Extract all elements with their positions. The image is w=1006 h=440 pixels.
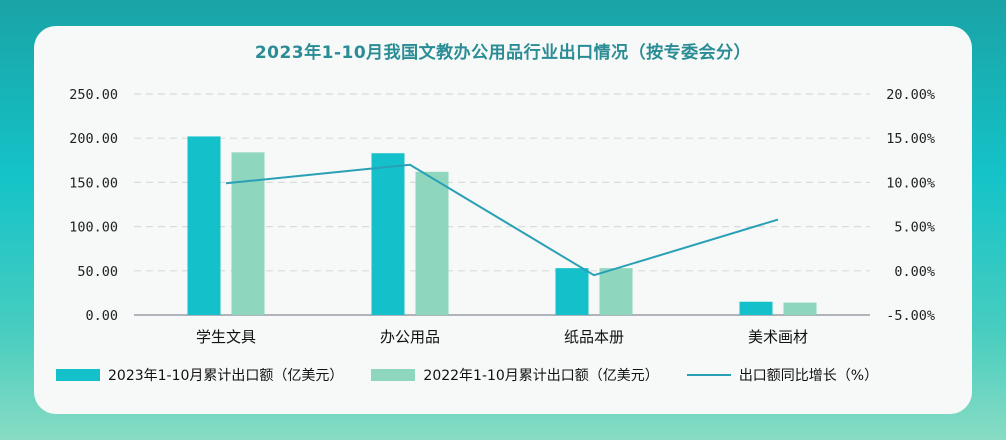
y-right-tick-label: -5.00% — [886, 308, 935, 324]
y-right-tick-label: 0.00% — [894, 264, 935, 280]
x-category-label: 学生文具 — [196, 328, 256, 346]
y-left-tick-label: 150.00 — [69, 175, 118, 191]
chart-card: 2023年1-10月我国文教办公用品行业出口情况（按专委会分） 0.00 50.0… — [34, 26, 972, 414]
legend-item-2022: 2022年1-10月累计出口额（亿美元） — [371, 365, 659, 385]
y-right-tick-label: 10.00% — [886, 175, 935, 191]
chart-title: 2023年1-10月我国文教办公用品行业出口情况（按专委会分） — [254, 43, 752, 63]
x-category-label: 纸品本册 — [564, 328, 624, 346]
bar-2022 — [415, 171, 449, 315]
y-right-tick-label: 5.00% — [894, 220, 935, 236]
y-left-tick-label: 50.00 — [77, 264, 118, 280]
y-right-tick-label: 20.00% — [886, 87, 935, 103]
bar-2023 — [739, 301, 773, 315]
bar-2023 — [371, 153, 405, 315]
bar-2023 — [187, 136, 221, 315]
legend-swatch-2022 — [371, 369, 416, 381]
legend-label-growth: 出口额同比增长（%） — [738, 368, 879, 384]
bar-2022 — [231, 152, 265, 315]
x-category-label: 美术画材 — [748, 328, 808, 346]
bar-2023 — [555, 268, 589, 315]
legend-item-growth: 出口额同比增长（%） — [686, 365, 879, 385]
y-left-tick-label: 0.00 — [85, 308, 118, 324]
y-left-tick-label: 100.00 — [69, 220, 118, 236]
y-right-tick-label: 15.00% — [886, 131, 935, 147]
legend-swatch-2023 — [56, 369, 100, 381]
bar-2022 — [599, 268, 633, 315]
legend-swatch-growth — [686, 374, 731, 376]
y-left-tick-label: 250.00 — [69, 87, 118, 103]
chart-svg: 0.00 50.00 100.00 150.00 200.00 250.00 -5.00% 0… — [69, 87, 935, 346]
legend: 2023年1-10月累计出口额（亿美元） 2022年1-10月累计出口额（亿美元… — [56, 365, 906, 385]
legend-label-2023: 2023年1-10月累计出口额（亿美元） — [108, 368, 344, 384]
bar-2022 — [783, 302, 817, 315]
y-left-tick-label: 200.00 — [69, 131, 118, 147]
legend-label-2022: 2022年1-10月累计出口额（亿美元） — [423, 368, 659, 384]
growth-line — [225, 163, 779, 277]
x-category-label: 办公用品 — [380, 328, 440, 346]
legend-item-2023: 2023年1-10月累计出口额（亿美元） — [56, 365, 343, 385]
